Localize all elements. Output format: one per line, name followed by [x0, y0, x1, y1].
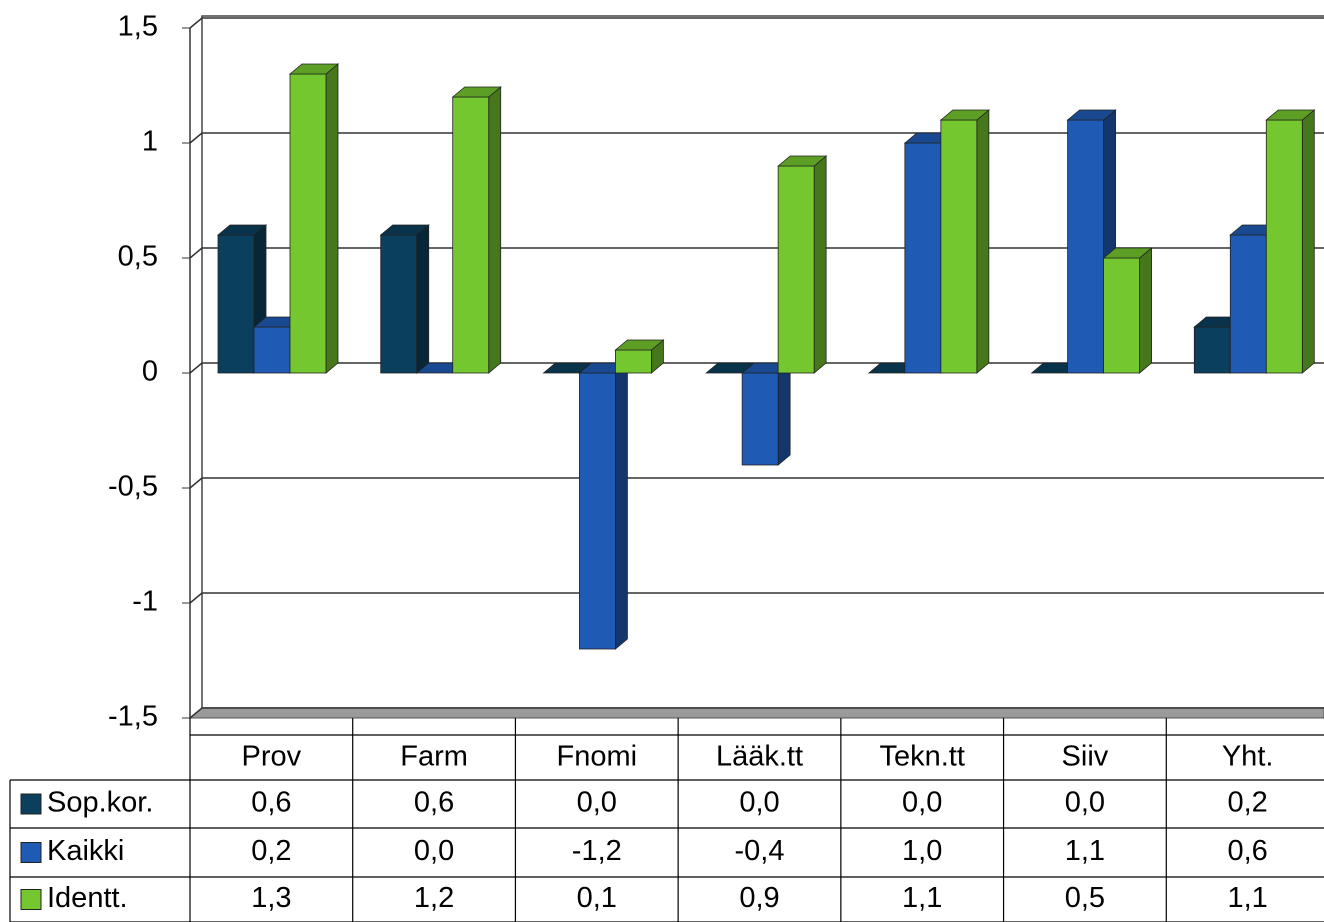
bar-top: [777, 155, 828, 167]
table-value: 0,1: [577, 882, 617, 914]
grid-line: [189, 17, 1324, 29]
bar-front: [777, 165, 815, 374]
bar-top: [1102, 247, 1153, 259]
bar-front: [1229, 234, 1267, 374]
bar-top: [1265, 109, 1316, 121]
bar-side: [325, 63, 339, 374]
table-value: 1,1: [1227, 882, 1267, 914]
table-value: 0,6: [251, 787, 291, 819]
y-tick-label: 1: [142, 126, 158, 158]
table-value: 1,3: [251, 882, 291, 914]
bar: [1102, 247, 1153, 374]
bar: [939, 109, 990, 374]
table-value: 0,0: [414, 835, 454, 867]
bar-top: [939, 109, 990, 121]
y-tick-label: 1,5: [118, 11, 158, 43]
bar: [379, 224, 430, 374]
bar-side: [615, 362, 628, 650]
grid-line: [189, 592, 1324, 604]
bar-front: [940, 119, 978, 374]
x-tick-label: Yht.: [1222, 741, 1274, 773]
bar-top: [216, 224, 268, 236]
bar-front: [217, 234, 255, 374]
bar-front: [615, 349, 652, 374]
bar-front: [1067, 119, 1104, 374]
bar: [614, 339, 665, 374]
bar-front: [579, 372, 616, 650]
bar-top: [1066, 109, 1117, 121]
bar: [451, 86, 502, 374]
table-value: 0,0: [739, 787, 779, 819]
bar-front: [1265, 119, 1303, 374]
y-tick-label: -0,5: [108, 471, 158, 503]
grid-line: [189, 707, 1324, 719]
grid-line: [189, 477, 1324, 489]
legend-label: Identt.: [47, 882, 128, 914]
table-value: -1,2: [572, 835, 622, 867]
table-value: 0,0: [1065, 787, 1105, 819]
y-tick-label: -1,5: [108, 701, 158, 733]
bar: [578, 362, 629, 650]
bar-front: [253, 326, 291, 374]
table-value: 1,1: [1065, 835, 1105, 867]
table-value: 1,2: [414, 882, 454, 914]
bar: [741, 362, 792, 466]
table-value: 0,2: [1227, 787, 1267, 819]
bar-side: [1139, 247, 1152, 374]
legend-swatch: [20, 889, 42, 910]
bar-front: [904, 142, 942, 374]
x-tick-label: Lääk.tt: [716, 741, 803, 773]
table-value: 1,0: [902, 835, 942, 867]
bar: [1265, 109, 1316, 374]
bar: [777, 155, 828, 374]
bar-top: [451, 86, 502, 98]
legend-label: Kaikki: [47, 835, 124, 867]
legend-swatch: [20, 793, 42, 815]
table-value: 0,0: [902, 787, 942, 819]
x-tick-label: Tekn.tt: [879, 741, 964, 773]
floor: [188, 707, 1324, 719]
x-tick-label: Fnomi: [556, 741, 637, 773]
table-value: 0,5: [1065, 882, 1105, 914]
bar-top: [379, 224, 430, 236]
y-tick-label: -1: [132, 586, 158, 618]
bar: [288, 63, 340, 374]
x-tick-label: Farm: [400, 741, 468, 773]
bar-side: [976, 109, 990, 374]
x-tick-label: Prov: [242, 741, 302, 773]
bar-front: [289, 73, 327, 374]
table-value: 0,6: [1227, 835, 1267, 867]
table-value: -0,4: [735, 835, 785, 867]
bar-side: [813, 155, 827, 374]
y-tick-label: 0,5: [118, 241, 158, 273]
back-wall: [201, 15, 1324, 709]
table-value: 0,2: [251, 835, 291, 867]
bar-side: [1301, 109, 1315, 374]
table-value: 0,0: [577, 787, 617, 819]
bar-top: [288, 63, 340, 75]
bar-front: [741, 372, 779, 466]
legend-label: Sop.kor.: [47, 787, 153, 819]
bar-top: [614, 339, 665, 351]
legend-swatch: [20, 842, 42, 863]
bar-side: [488, 86, 502, 374]
bar-side: [777, 362, 791, 466]
x-tick-label: Siiv: [1062, 741, 1109, 773]
y-tick-label: 0: [142, 356, 158, 388]
bar-front: [380, 234, 418, 374]
table-value: 0,9: [739, 882, 779, 914]
table-value: 0,6: [414, 787, 454, 819]
bar-side: [416, 224, 430, 374]
bar-front: [1103, 257, 1140, 374]
bar-front: [452, 96, 490, 374]
table-value: 1,1: [902, 882, 942, 914]
bar-front: [1193, 326, 1231, 374]
